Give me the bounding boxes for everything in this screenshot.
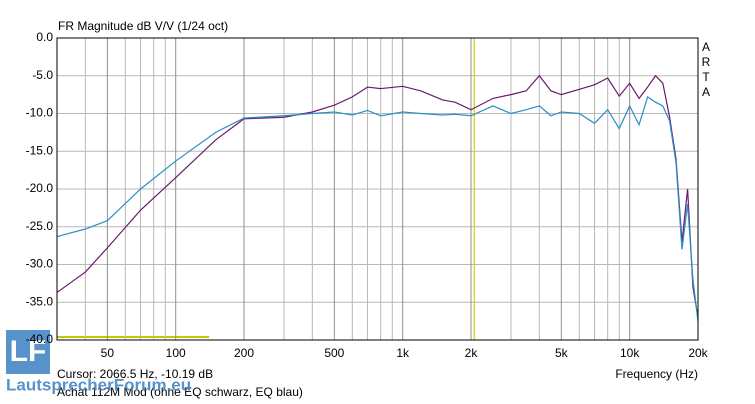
plot-border: [56, 37, 699, 341]
logo-box: [6, 330, 50, 374]
x-tick-label: 2k: [465, 346, 479, 360]
cursor-readout: Cursor: 2066.5 Hz, -10.19 dB: [57, 367, 213, 381]
x-tick-label: 1k: [396, 346, 410, 360]
y-tick-label: -15.0: [26, 143, 54, 157]
x-tick-label: 50: [101, 346, 115, 360]
x-tick-label: 10k: [620, 346, 640, 360]
logo-text: LautsprecherForum.eu: [6, 375, 191, 394]
y-tick-label: -35.0: [26, 294, 54, 308]
logo-mark: LF: [10, 335, 47, 368]
caption: Achat 112M Mod (ohne EQ schwarz, EQ blau…: [57, 385, 303, 399]
x-axis-label: Frequency (Hz): [615, 367, 698, 381]
y-tick-label: -25.0: [26, 219, 54, 233]
x-tick-label: 100: [166, 346, 186, 360]
y-tick-label: -5.0: [32, 68, 53, 82]
x-tick-label: 200: [234, 346, 254, 360]
y-tick-label: -40.0: [26, 332, 54, 346]
x-tick-label: 500: [324, 346, 344, 360]
y-tick-label: -10.0: [26, 106, 54, 120]
chart-title: FR Magnitude dB V/V (1/24 oct): [58, 19, 228, 33]
x-tick-label: 20k: [688, 346, 708, 360]
y-tick-label: 0.0: [36, 30, 53, 44]
y-tick-label: -20.0: [26, 181, 54, 195]
x-tick-label: 5k: [555, 346, 569, 360]
watermark: ARTA: [699, 40, 713, 100]
series-line: [56, 74, 699, 318]
y-tick-label: -30.0: [26, 257, 54, 271]
series-line: [56, 95, 699, 322]
